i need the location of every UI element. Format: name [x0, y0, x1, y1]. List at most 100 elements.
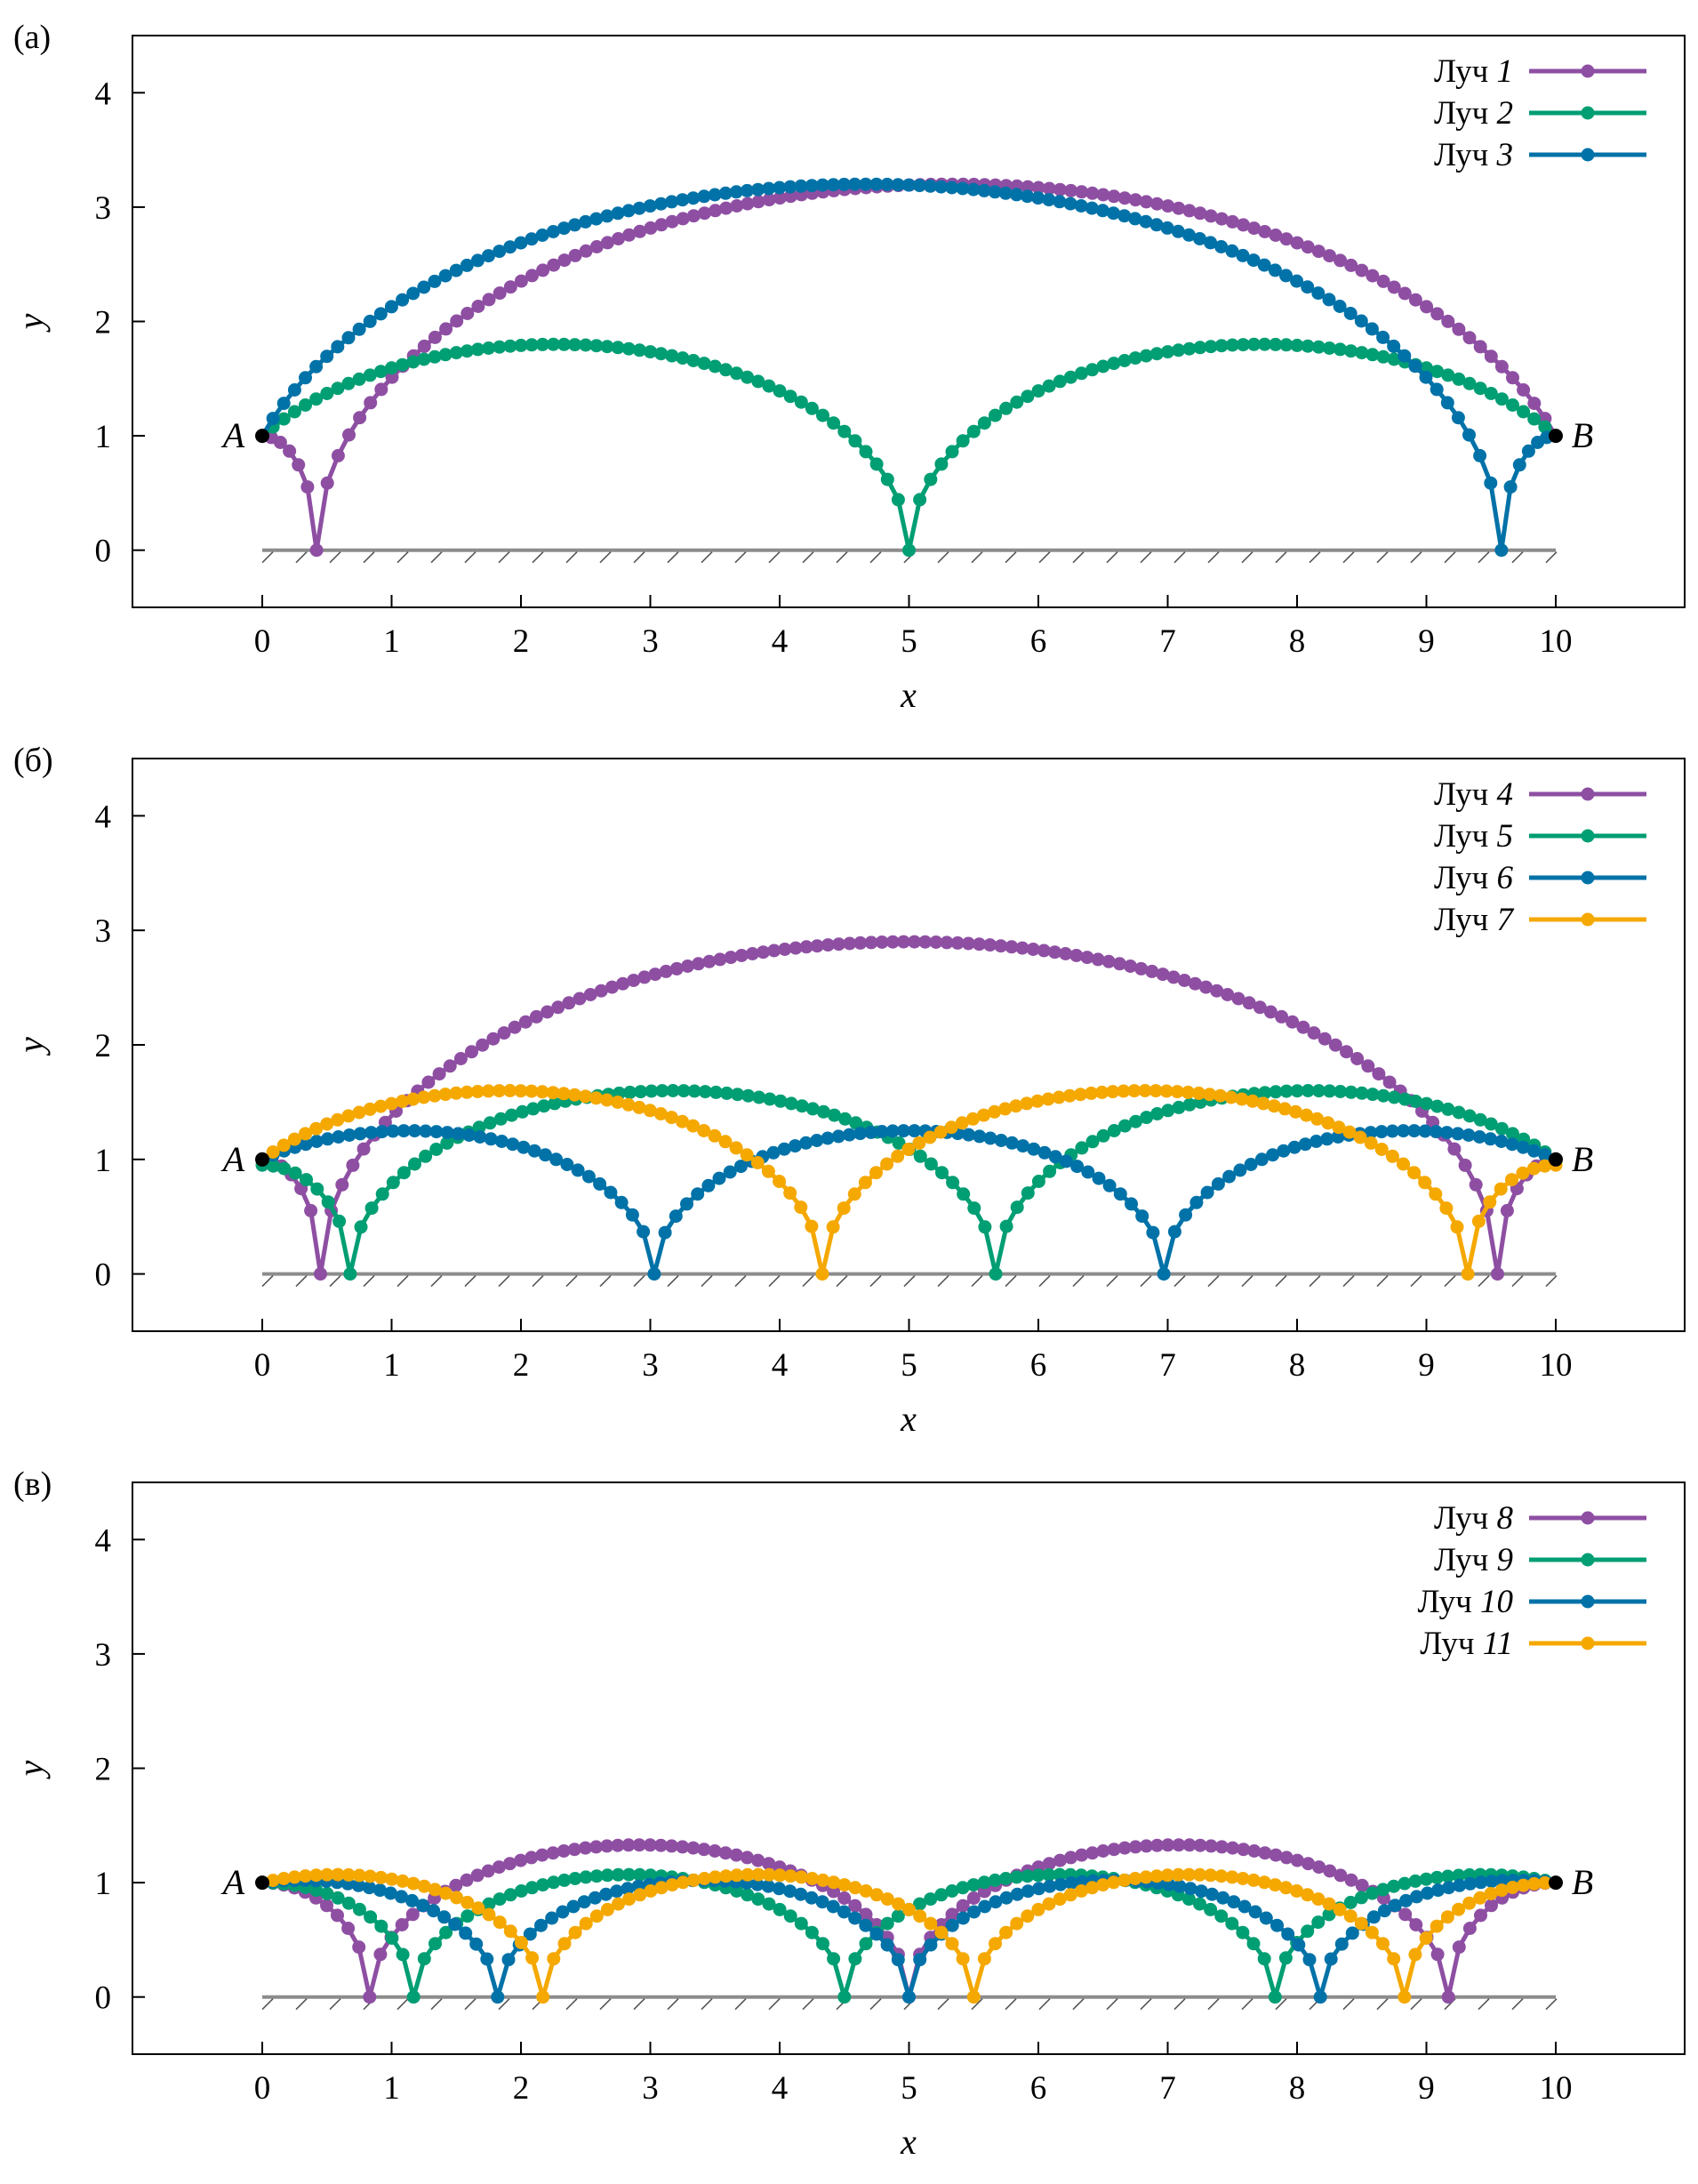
data-point: [842, 1128, 856, 1142]
data-point: [341, 1922, 356, 1935]
data-point: [752, 1090, 766, 1104]
data-point: [750, 1877, 765, 1891]
data-point: [1157, 1267, 1171, 1281]
ground-hatch: [1376, 1998, 1389, 2011]
x-tick-label: 9: [1418, 623, 1435, 660]
data-point: [1179, 1208, 1193, 1222]
data-point: [1052, 1090, 1066, 1104]
data-point: [994, 939, 1008, 953]
data-point: [589, 1091, 604, 1105]
ground-hatch: [1106, 551, 1118, 564]
data-point: [573, 992, 587, 1006]
data-point: [757, 945, 770, 960]
data-point: [594, 984, 608, 998]
data-point: [1213, 1088, 1228, 1103]
data-point: [503, 1857, 517, 1871]
data-point: [611, 206, 625, 221]
series-line: [261, 181, 1558, 553]
data-point: [1193, 1838, 1207, 1852]
data-point: [525, 338, 539, 352]
data-point: [1095, 204, 1109, 218]
legend-marker: [1581, 1553, 1595, 1567]
x-tick-label: 7: [1159, 2070, 1176, 2107]
data-point: [1259, 1911, 1273, 1925]
data-point: [320, 1887, 334, 1900]
data-point: [483, 1116, 497, 1130]
data-point: [599, 1887, 613, 1901]
data-point: [1009, 1099, 1023, 1113]
data-point: [698, 1085, 712, 1099]
data-point: [514, 338, 528, 352]
data-point: [1031, 1868, 1045, 1883]
data-point: [1203, 1088, 1217, 1102]
data-point: [299, 1869, 313, 1883]
data-point: [1010, 1916, 1024, 1931]
data-point: [341, 1867, 356, 1882]
x-tick-label: 0: [254, 623, 271, 660]
data-point: [827, 1952, 841, 1966]
data-point: [1419, 370, 1433, 384]
data-point: [891, 1909, 905, 1923]
data-point: [364, 1910, 378, 1924]
data-point: [989, 1895, 1003, 1909]
data-point: [978, 1899, 992, 1914]
data-point: [1451, 411, 1465, 425]
data-point: [1452, 1940, 1466, 1955]
legend-marker: [1581, 106, 1595, 120]
data-point: [1053, 374, 1067, 389]
x-tick-label: 8: [1289, 623, 1306, 660]
data-point: [853, 935, 868, 950]
data-point: [644, 221, 658, 235]
data-point: [1037, 943, 1051, 958]
data-point: [557, 1873, 572, 1887]
data-point: [1031, 1175, 1045, 1188]
data-point: [864, 935, 878, 950]
data-point: [514, 1884, 528, 1898]
data-point: [1311, 1892, 1326, 1907]
data-point: [805, 401, 819, 415]
data-point: [901, 1143, 916, 1156]
data-point: [1462, 428, 1476, 442]
data-point: [525, 269, 539, 283]
data-point: [1441, 368, 1455, 382]
ground-hatch: [498, 1275, 510, 1288]
data-point: [1452, 372, 1466, 386]
data-point: [459, 1926, 473, 1940]
data-point: [1334, 1937, 1349, 1951]
data-point: [1159, 1084, 1173, 1098]
x-tick-label: 4: [772, 2070, 789, 2107]
data-point: [472, 1120, 486, 1135]
data-point: [821, 1131, 835, 1145]
legend-entry-label: Луч 9: [1434, 1542, 1513, 1578]
data-point: [827, 1875, 841, 1890]
data-point: [1517, 1878, 1530, 1892]
data-point: [1182, 204, 1197, 218]
data-point: [848, 1881, 862, 1895]
data-point: [794, 1916, 808, 1931]
data-point: [816, 408, 829, 422]
data-point: [600, 209, 614, 223]
data-point: [1279, 269, 1293, 283]
data-point: [1237, 218, 1250, 232]
data-point: [497, 1026, 511, 1040]
data-point: [1318, 1032, 1332, 1046]
legend-entry-label: Луч 10: [1417, 1584, 1513, 1620]
data-point: [1181, 228, 1196, 242]
data-point: [634, 1085, 648, 1099]
data-point: [632, 1838, 646, 1852]
legend-entry-label: Луч 3: [1434, 137, 1513, 173]
ground-hatch: [701, 1275, 713, 1288]
data-point: [1053, 182, 1067, 197]
data-point: [1021, 1909, 1035, 1923]
panel-label: (б): [13, 742, 53, 779]
data-point: [1096, 1878, 1110, 1892]
data-point: [729, 1141, 743, 1155]
data-point: [363, 1102, 377, 1116]
data-point: [1474, 1908, 1487, 1923]
data-point: [549, 1152, 564, 1167]
data-point: [1461, 1267, 1475, 1281]
data-point: [1527, 1876, 1542, 1891]
data-point: [331, 448, 345, 462]
data-point: [1322, 1907, 1336, 1922]
data-point: [815, 1267, 829, 1281]
